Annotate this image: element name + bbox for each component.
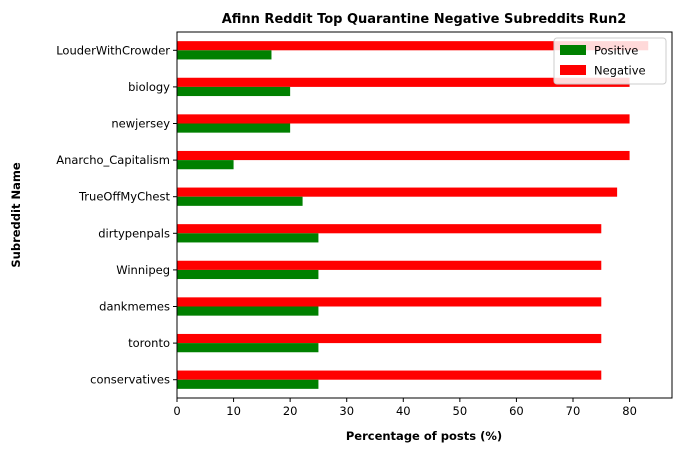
bar-negative-dirtypenpals — [177, 224, 602, 234]
legend-swatch-negative — [560, 65, 586, 75]
x-tick-label: 50 — [453, 404, 468, 418]
x-axis-ticks: 0 10 20 30 40 50 60 70 80 — [173, 398, 637, 418]
bar-negative-LouderWithCrowder — [177, 41, 649, 51]
bar-positive-Winnipeg — [177, 269, 319, 280]
bar-positive-dirtypenpals — [177, 233, 319, 243]
x-tick-label: 0 — [173, 404, 180, 418]
x-tick-label: 20 — [283, 404, 298, 418]
bar-positive-TrueOffMyChest — [177, 196, 303, 206]
x-tick-label: 80 — [622, 404, 637, 418]
y-tick-label: biology — [128, 80, 170, 94]
legend-label-negative: Negative — [594, 64, 646, 78]
bar-positive-conservatives — [177, 379, 319, 389]
bar-positive-Anarcho_Capitalism — [177, 160, 234, 170]
bar-positive-newjersey — [177, 123, 291, 133]
legend-label-positive: Positive — [594, 44, 638, 58]
bar-positive-toronto — [177, 343, 319, 353]
bar-positive-dankmemes — [177, 306, 319, 316]
y-axis-label: Subreddit Name — [9, 162, 23, 267]
legend-swatch-positive — [560, 45, 586, 55]
y-tick-label: dirtypenpals — [98, 226, 170, 240]
plot-frame — [176, 31, 673, 399]
y-tick-label: TrueOffMyChest — [78, 190, 171, 204]
bar-negative-conservatives — [177, 370, 602, 380]
y-tick-label: dankmemes — [99, 300, 170, 314]
y-tick-label: conservatives — [90, 373, 170, 387]
y-tick-label: toronto — [128, 336, 170, 350]
x-tick-label: 30 — [339, 404, 354, 418]
bar-negative-Anarcho_Capitalism — [177, 150, 630, 161]
x-tick-label: 40 — [396, 404, 411, 418]
bar-negative-biology — [177, 77, 630, 87]
bar-positive-LouderWithCrowder — [177, 50, 272, 60]
legend: Positive Negative — [553, 37, 667, 85]
bar-positive-biology — [177, 86, 291, 97]
x-tick-label: 10 — [226, 404, 241, 418]
bar-negative-TrueOffMyChest — [177, 187, 618, 197]
y-tick-label: LouderWithCrowder — [56, 43, 170, 57]
chart-title: Afinn Reddit Top Quarantine Negative Sub… — [222, 12, 627, 27]
x-tick-label: 60 — [509, 404, 524, 418]
bars-group — [177, 41, 649, 389]
bar-negative-Winnipeg — [177, 260, 602, 270]
y-axis-ticks: LouderWithCrowder biology newjersey Anarcho… — [56, 43, 177, 387]
x-axis-label: Percentage of posts (%) — [346, 429, 502, 443]
y-tick-label: newjersey — [111, 117, 170, 131]
y-tick-label: Anarcho_Capitalism — [56, 153, 170, 167]
bar-negative-dankmemes — [177, 297, 602, 307]
bar-negative-toronto — [177, 333, 602, 344]
x-tick-label: 70 — [566, 404, 581, 418]
bar-negative-newjersey — [177, 114, 630, 124]
y-tick-label: Winnipeg — [116, 263, 170, 277]
